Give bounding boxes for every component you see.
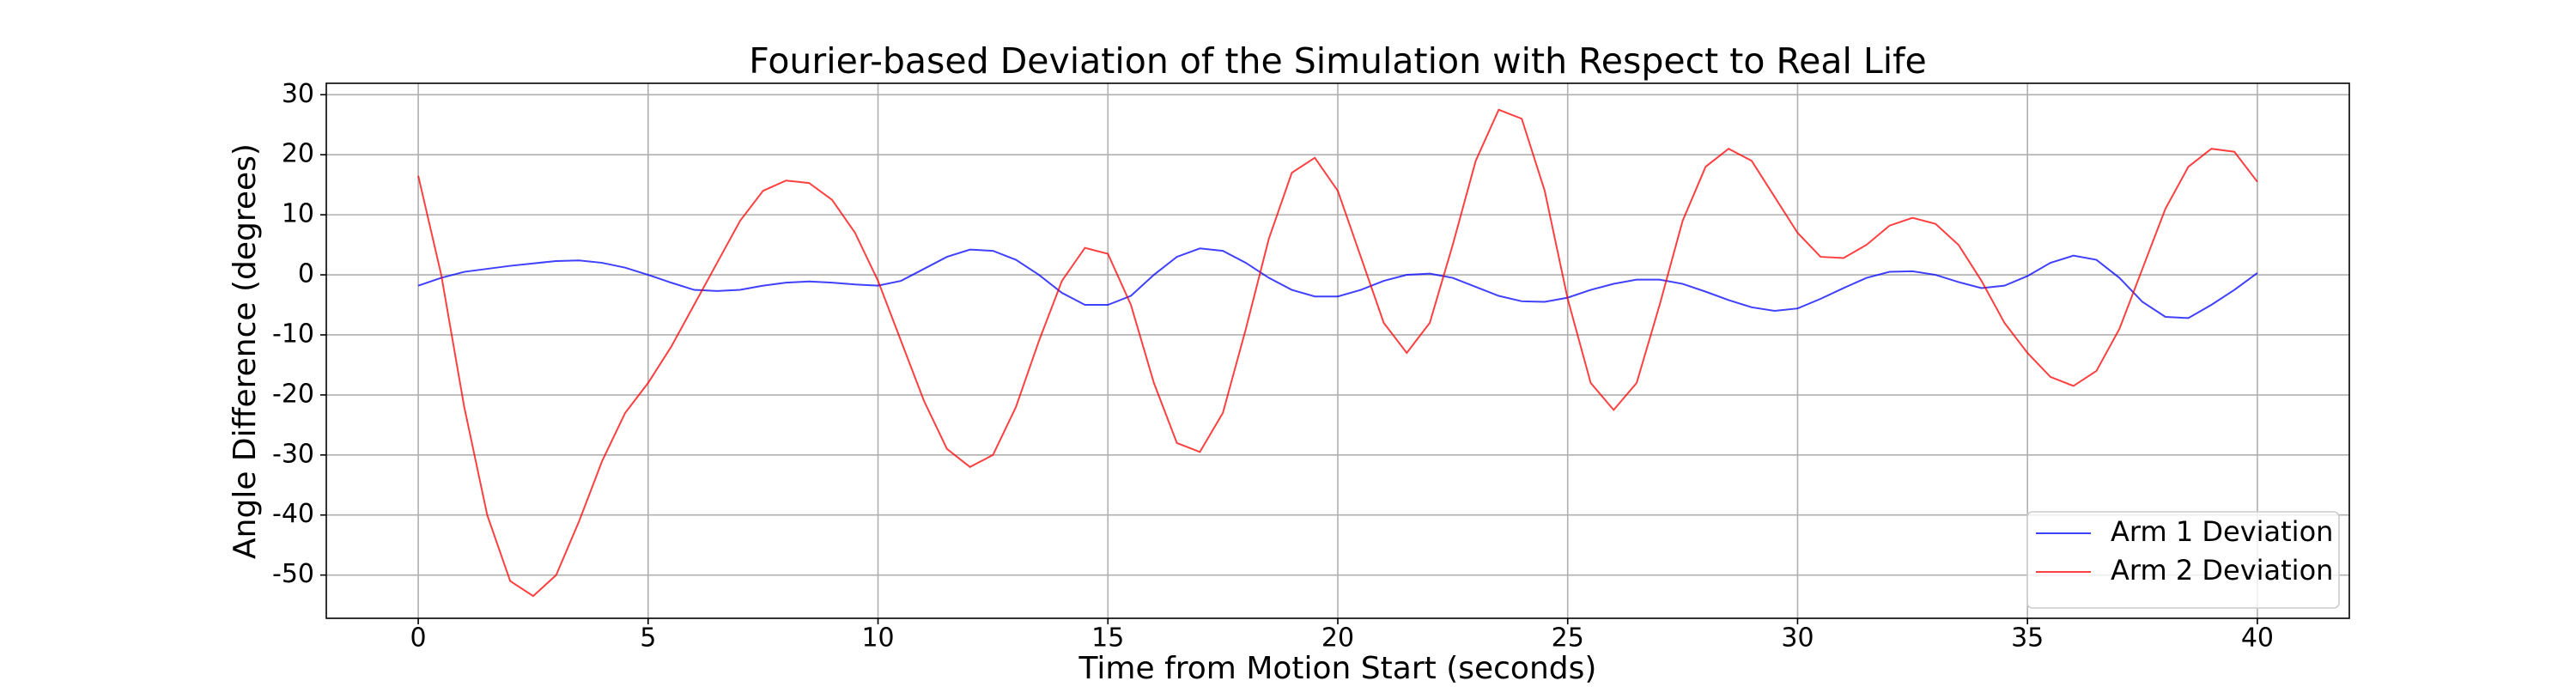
y-tick-label: -30 <box>272 439 314 469</box>
x-tick-label: 40 <box>2241 623 2274 654</box>
data-line <box>417 247 2258 319</box>
x-tick-label: 5 <box>640 623 656 654</box>
legend-label: Arm 2 Deviation <box>2111 554 2333 587</box>
y-tick-label: -10 <box>272 319 314 349</box>
x-tick-label: 0 <box>410 623 427 654</box>
plot-frame <box>325 82 2350 619</box>
legend-label: Arm 1 Deviation <box>2111 515 2333 548</box>
y-tick-label: 20 <box>282 139 314 169</box>
y-tick-label: 0 <box>298 259 314 289</box>
data-line <box>417 108 2258 598</box>
x-tick-label: 20 <box>1321 623 1354 654</box>
x-tick-label: 10 <box>861 623 894 654</box>
y-tick-label: 10 <box>282 199 314 229</box>
y-tick-label: -20 <box>272 379 314 409</box>
x-tick-label: 15 <box>1091 623 1124 654</box>
y-axis-label: Angle Difference (degrees) <box>228 143 263 559</box>
y-tick-label: -50 <box>272 559 314 589</box>
legend-box <box>2026 511 2340 609</box>
x-tick-label: 25 <box>1552 623 1584 654</box>
chart-title: Fourier-based Deviation of the Simulatio… <box>749 40 1927 82</box>
x-tick-label: 35 <box>2011 623 2044 654</box>
x-axis-label: Time from Motion Start (seconds) <box>1078 651 1597 686</box>
x-tick-label: 30 <box>1781 623 1814 654</box>
y-tick-label: 30 <box>282 79 314 109</box>
y-tick-label: -40 <box>272 499 314 529</box>
